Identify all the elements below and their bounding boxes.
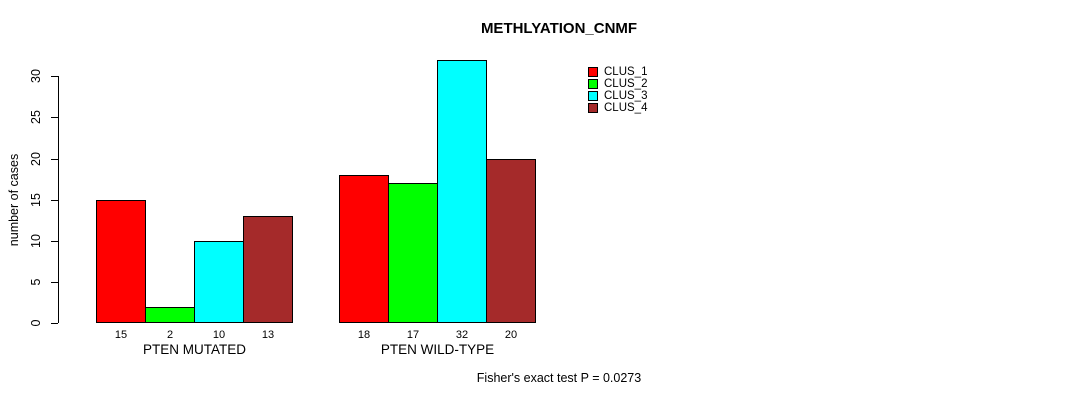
y-axis-tick xyxy=(51,282,58,283)
footer-note: Fisher's exact test P = 0.0273 xyxy=(476,371,642,385)
y-axis-tick-label: 30 xyxy=(29,69,43,83)
y-axis-line xyxy=(58,76,59,323)
y-axis-tick-label: 0 xyxy=(29,319,43,327)
bar-clus_2-1 xyxy=(145,307,195,323)
bar-clus_4-2 xyxy=(486,159,536,323)
y-axis-tick xyxy=(51,241,58,242)
bar-value-label: 2 xyxy=(166,329,174,341)
bar-clus_1-2 xyxy=(339,175,389,323)
bar-clus_1-1 xyxy=(96,200,146,323)
legend-swatch xyxy=(588,79,598,89)
y-axis-tick xyxy=(51,159,58,160)
legend-swatch xyxy=(588,67,598,77)
bar-clus_2-2 xyxy=(388,183,438,323)
y-axis-tick-label: 5 xyxy=(29,278,43,286)
legend-swatch xyxy=(588,103,598,113)
y-axis-tick-label: 15 xyxy=(29,193,43,207)
y-axis-label: number of cases xyxy=(7,153,21,247)
legend-label: CLUS_1 xyxy=(604,66,648,78)
bar-clus_4-1 xyxy=(243,216,293,323)
bar-value-label: 20 xyxy=(504,329,518,341)
bar-value-label: 18 xyxy=(357,329,371,341)
legend-swatch xyxy=(588,91,598,101)
bar-value-label: 13 xyxy=(261,329,275,341)
legend-label: CLUS_2 xyxy=(604,78,648,90)
y-axis-tick xyxy=(51,76,58,77)
y-axis-tick xyxy=(51,200,58,201)
bar-clus_3-2 xyxy=(437,60,487,323)
chart-title: METHLYATION_CNMF xyxy=(480,20,638,37)
bar-value-label: 15 xyxy=(114,329,128,341)
group-label: PTEN WILD-TYPE xyxy=(380,342,495,357)
bar-value-label: 32 xyxy=(455,329,469,341)
bar-value-label: 10 xyxy=(212,329,226,341)
y-axis-tick-label: 10 xyxy=(29,234,43,248)
bar-value-label: 17 xyxy=(406,329,420,341)
legend-label: CLUS_4 xyxy=(604,102,648,114)
bar-clus_3-1 xyxy=(194,241,244,323)
y-axis-tick-label: 25 xyxy=(29,110,43,124)
group-label: PTEN MUTATED xyxy=(143,342,246,357)
legend-label: CLUS_3 xyxy=(604,90,648,102)
y-axis-tick xyxy=(51,117,58,118)
y-axis-tick xyxy=(51,323,58,324)
y-axis-tick-label: 20 xyxy=(29,152,43,166)
